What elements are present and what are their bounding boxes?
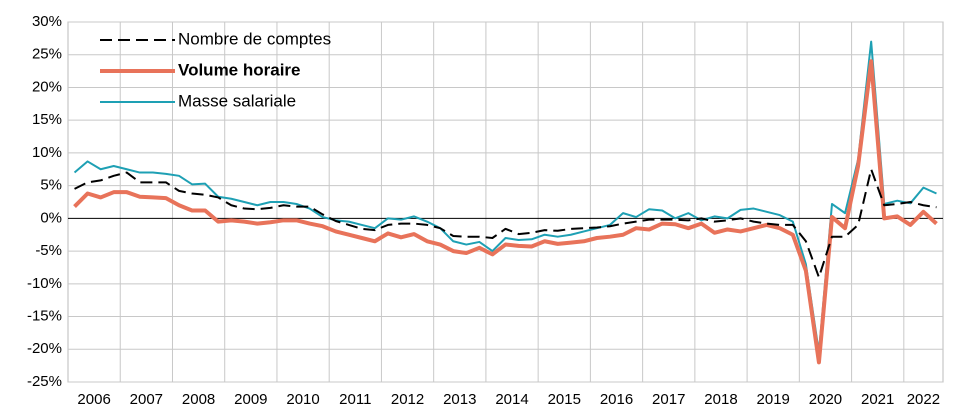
x-tick-label: 2014 (495, 391, 528, 408)
x-tick-label: 2010 (286, 391, 319, 408)
x-tick-label: 2012 (391, 391, 424, 408)
y-tick-label: -15% (27, 308, 62, 325)
x-tick-label: 2007 (130, 391, 163, 408)
x-tick-label: 2022 (907, 391, 940, 408)
x-tick-label: 2020 (809, 391, 842, 408)
y-tick-label: 20% (32, 78, 62, 95)
x-tick-label: 2009 (234, 391, 267, 408)
series-line (74, 168, 937, 279)
y-tick-label: 10% (32, 144, 62, 161)
x-tick-label: 2017 (652, 391, 685, 408)
x-tick-label: 2015 (548, 391, 581, 408)
legend-label: Volume horaire (178, 60, 301, 79)
x-tick-label: 2006 (77, 391, 110, 408)
y-tick-label: 25% (32, 46, 62, 63)
x-tick-label: 2019 (757, 391, 790, 408)
y-tick-label: 0% (40, 209, 62, 226)
y-tick-label: -20% (27, 340, 62, 357)
x-tick-label: 2011 (339, 391, 371, 408)
plot-area (67, 21, 944, 383)
x-tick-label: 2008 (182, 391, 215, 408)
y-tick-label: -10% (27, 275, 62, 292)
y-tick-label: 15% (32, 111, 62, 128)
x-tick-label: 2016 (600, 391, 633, 408)
y-tick-label: -25% (27, 373, 62, 390)
y-tick-label: 5% (40, 177, 62, 194)
legend-label: Masse salariale (178, 91, 296, 110)
series-line (73, 59, 938, 365)
legend-label: Nombre de comptes (178, 29, 331, 48)
x-tick-label: 2021 (861, 391, 894, 408)
y-tick-label: 30% (32, 13, 62, 30)
x-tick-label: 2013 (443, 391, 476, 408)
x-tick-label: 2018 (704, 391, 737, 408)
y-tick-label: -5% (35, 242, 62, 259)
